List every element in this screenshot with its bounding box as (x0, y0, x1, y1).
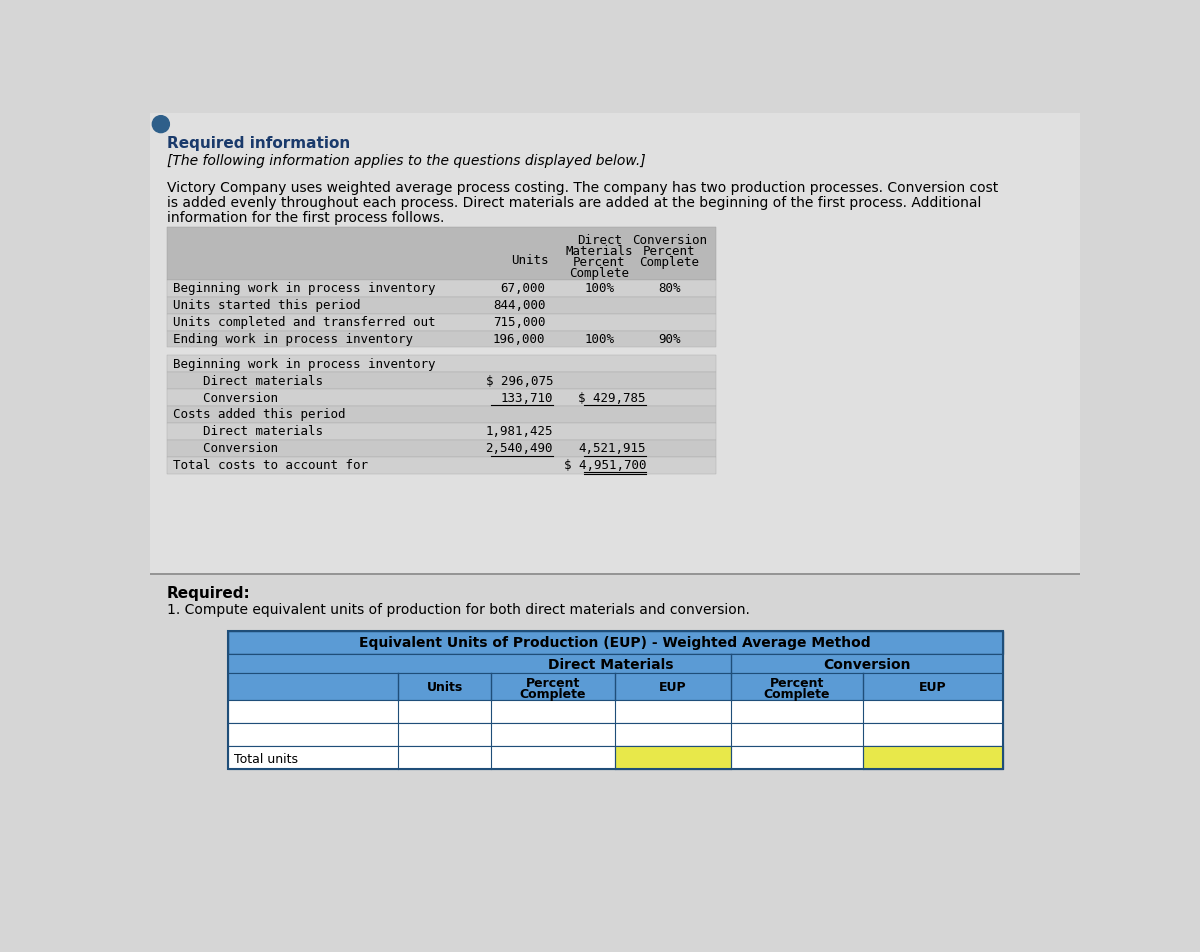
Bar (150, 114, 1080, 572)
Text: is added evenly throughout each process. Direct materials are added at the begin: is added evenly throughout each process.… (167, 196, 982, 209)
Text: [The following information applies to the questions displayed below.]: [The following information applies to th… (167, 154, 646, 169)
Bar (228, 746, 1002, 769)
Text: Required:: Required: (167, 585, 251, 600)
Bar (228, 631, 1002, 769)
Text: Percent: Percent (526, 677, 580, 689)
Bar (228, 724, 1002, 746)
Text: 100%: 100% (584, 332, 614, 346)
Bar (167, 331, 715, 348)
Bar (167, 424, 715, 441)
Bar (863, 746, 1002, 769)
Text: 2,540,490: 2,540,490 (486, 442, 553, 455)
Bar (616, 746, 731, 769)
Text: 90%: 90% (658, 332, 680, 346)
Bar (167, 457, 715, 474)
Bar (167, 281, 715, 297)
Text: Complete: Complete (640, 256, 700, 268)
Text: 196,000: 196,000 (493, 332, 545, 346)
Bar (167, 297, 715, 314)
Bar (167, 441, 715, 457)
Text: Victory Company uses weighted average process costing. The company has two produ: Victory Company uses weighted average pr… (167, 180, 998, 194)
Bar (167, 356, 715, 372)
Text: 715,000: 715,000 (493, 316, 545, 328)
Text: Complete: Complete (520, 687, 587, 701)
Bar (228, 701, 1002, 724)
Text: Units: Units (511, 254, 548, 267)
Bar (228, 631, 1002, 654)
Bar (167, 372, 715, 389)
Text: Total units: Total units (234, 752, 298, 764)
Text: Direct: Direct (577, 234, 622, 248)
Bar (167, 407, 715, 424)
Text: Percent: Percent (770, 677, 824, 689)
Text: information for the first process follows.: information for the first process follow… (167, 211, 444, 225)
Text: Costs added this period: Costs added this period (173, 408, 346, 421)
Text: 4,521,915: 4,521,915 (578, 442, 646, 455)
Bar (167, 389, 715, 407)
Text: Conversion: Conversion (823, 657, 911, 671)
Text: Direct Materials: Direct Materials (548, 657, 674, 671)
Text: Percent: Percent (643, 245, 696, 258)
Text: 67,000: 67,000 (500, 282, 545, 295)
Text: EUP: EUP (919, 681, 947, 693)
Text: EUP: EUP (659, 681, 686, 693)
Text: Units completed and transferred out: Units completed and transferred out (173, 316, 436, 328)
Text: 1. Compute equivalent units of production for both direct materials and conversi: 1. Compute equivalent units of productio… (167, 602, 750, 616)
Text: Conversion: Conversion (631, 234, 707, 248)
Text: Beginning work in process inventory: Beginning work in process inventory (173, 282, 436, 295)
Text: Materials: Materials (565, 245, 634, 258)
Text: Ending work in process inventory: Ending work in process inventory (173, 332, 413, 346)
Bar (228, 654, 1002, 673)
Bar (228, 673, 1002, 701)
Text: $ 296,075: $ 296,075 (486, 374, 553, 387)
Text: 844,000: 844,000 (493, 299, 545, 312)
Text: Conversion: Conversion (173, 391, 278, 405)
Text: 1,981,425: 1,981,425 (486, 425, 553, 438)
Bar (167, 314, 715, 331)
Text: 80%: 80% (658, 282, 680, 295)
Text: Total costs to account for: Total costs to account for (173, 459, 368, 472)
Bar (167, 228, 715, 281)
Text: Complete: Complete (570, 267, 630, 280)
Text: Units: Units (426, 681, 463, 693)
Text: 100%: 100% (584, 282, 614, 295)
Text: $ 4,951,700: $ 4,951,700 (564, 459, 646, 472)
Text: Units started this period: Units started this period (173, 299, 361, 312)
Text: Equivalent Units of Production (EUP) - Weighted Average Method: Equivalent Units of Production (EUP) - W… (359, 635, 871, 649)
Text: Beginning work in process inventory: Beginning work in process inventory (173, 357, 436, 370)
Text: Direct materials: Direct materials (173, 374, 323, 387)
Text: Complete: Complete (764, 687, 830, 701)
Text: $ 429,785: $ 429,785 (578, 391, 646, 405)
Text: Percent: Percent (574, 256, 625, 268)
Circle shape (152, 116, 169, 133)
Text: 133,710: 133,710 (500, 391, 553, 405)
Text: Required information: Required information (167, 136, 350, 150)
Text: Conversion: Conversion (173, 442, 278, 455)
Text: Direct materials: Direct materials (173, 425, 323, 438)
